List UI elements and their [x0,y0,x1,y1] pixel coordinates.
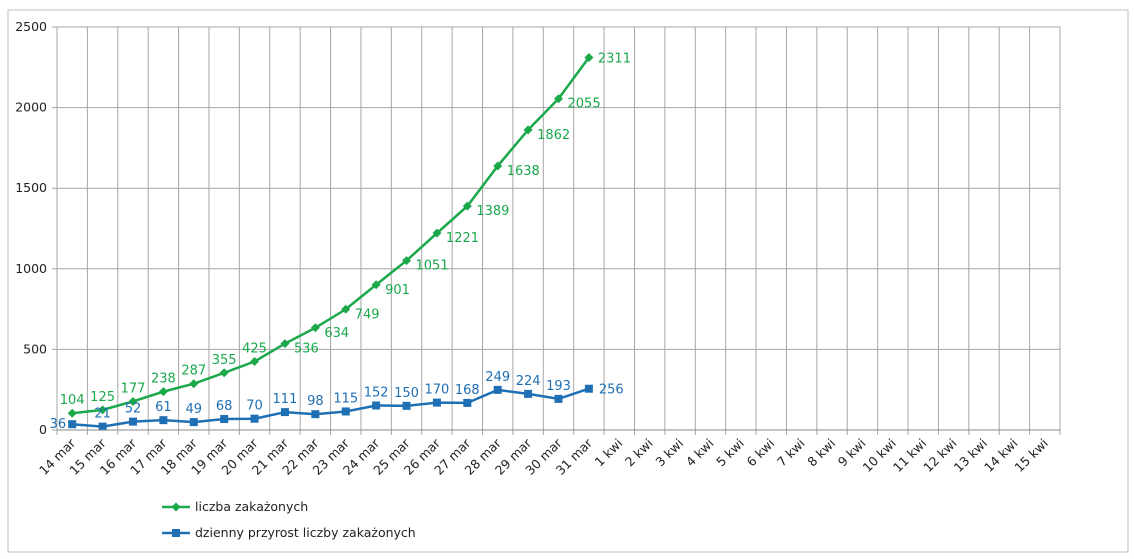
point-marker [189,418,198,427]
legend-marker [172,529,180,537]
point-marker [67,408,77,418]
legend-label: liczba zakażonych [195,499,308,514]
data-label: 536 [294,342,319,357]
data-label: 111 [273,392,298,407]
point-marker [523,125,533,135]
point-marker [220,415,229,424]
data-label: 177 [121,381,146,396]
point-marker [432,398,441,407]
y-tick-label: 0 [39,422,47,437]
data-label: 2055 [568,97,601,112]
legend-label: dzienny przyrost liczby zakażonych [195,525,416,540]
point-marker [554,94,563,104]
data-label: 115 [333,391,358,406]
y-tick-label: 2000 [15,100,47,115]
data-label: 68 [216,399,233,414]
point-marker [493,161,503,171]
data-label: 634 [324,326,349,341]
point-marker [250,356,260,366]
series-line [72,387,590,428]
point-marker [311,410,320,419]
data-label: 1221 [446,231,479,246]
data-label: 256 [599,383,624,398]
data-label: 36 [50,417,67,432]
point-marker [189,379,199,389]
data-label: 170 [425,383,450,398]
point-marker [250,414,259,423]
point-marker [493,385,502,394]
point-marker [159,416,168,425]
data-label: 61 [155,400,172,415]
point-marker [371,280,381,290]
point-marker [128,417,137,426]
point-marker [128,396,138,406]
data-label: 150 [394,386,419,401]
legend-marker [171,502,181,512]
data-label: 104 [60,393,85,408]
data-label: 425 [242,341,267,356]
data-label: 125 [90,390,115,405]
data-label: 355 [212,353,237,368]
point-marker [98,422,107,431]
point-marker [68,420,77,429]
point-marker [219,368,229,378]
data-label: 1638 [507,164,540,179]
y-tick-label: 1500 [15,180,47,195]
data-label: 749 [355,307,380,322]
point-marker [372,401,381,410]
data-label: 1862 [537,128,570,143]
point-marker [524,389,533,398]
point-marker [280,408,289,417]
data-label: 70 [246,399,263,414]
data-label: 98 [307,394,324,409]
data-label: 152 [364,385,389,400]
point-marker [341,407,350,416]
data-label: 1051 [416,259,449,274]
y-tick-label: 500 [23,341,47,356]
point-marker [463,398,472,407]
point-marker [310,323,320,333]
data-label: 193 [546,379,571,394]
data-label: 49 [185,402,202,417]
point-marker [402,256,412,266]
y-tick-label: 2500 [15,19,47,34]
data-label: 287 [181,364,206,379]
point-marker [280,339,290,349]
point-marker [341,304,351,314]
data-label: 901 [385,283,410,298]
data-label: 249 [485,370,510,385]
point-marker [98,405,108,415]
point-marker [402,401,411,410]
point-marker [584,52,594,62]
chart-frame [7,9,1129,553]
series-line [72,56,590,415]
data-label: 21 [94,407,111,422]
point-marker [158,387,168,397]
point-marker [462,201,472,211]
point-marker [432,228,442,238]
data-label: 238 [151,372,176,387]
data-label: 52 [125,402,142,417]
data-label: 1389 [476,204,509,219]
point-marker [554,394,563,403]
y-tick-label: 1000 [15,261,47,276]
point-marker [584,384,593,393]
data-label: 168 [455,383,480,398]
data-label: 224 [516,374,541,389]
data-label: 2311 [598,51,631,66]
